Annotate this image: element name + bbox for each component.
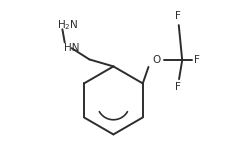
Text: H$_2$N: H$_2$N	[57, 19, 79, 32]
Text: F: F	[194, 55, 200, 65]
Text: F: F	[176, 11, 181, 21]
Text: F: F	[176, 81, 181, 92]
Text: HN: HN	[64, 43, 80, 53]
Text: O: O	[152, 55, 161, 65]
